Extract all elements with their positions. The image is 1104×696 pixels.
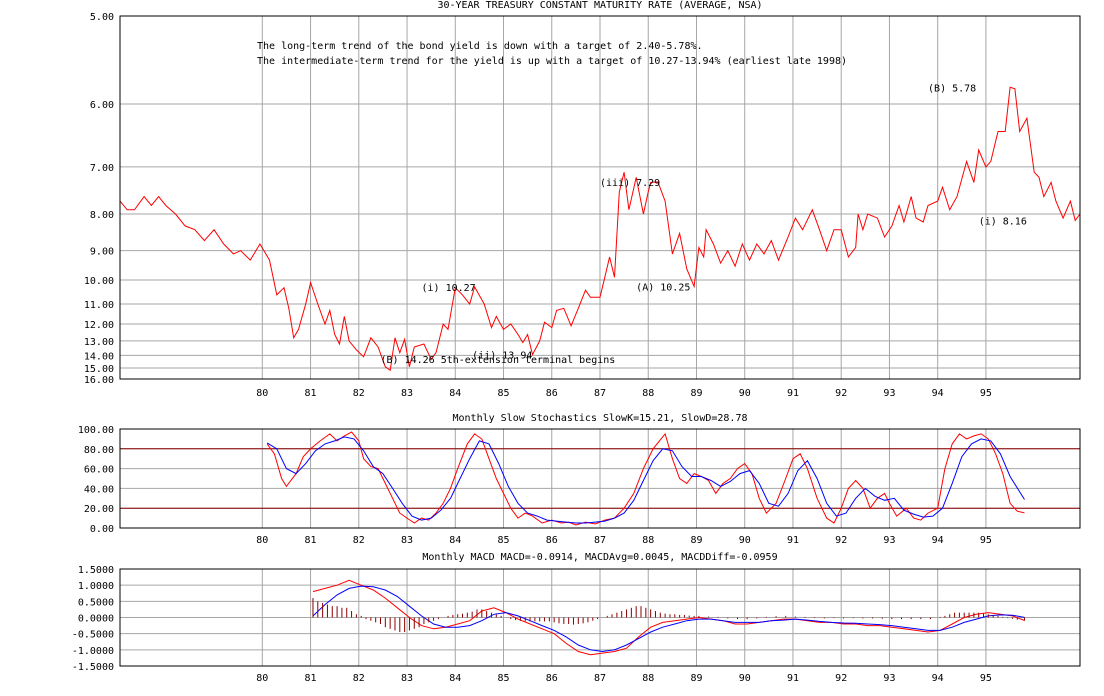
y-tick-label: 20.00 [84, 504, 114, 515]
x-tick-label: 85 [497, 673, 509, 684]
x-tick-label: 87 [594, 673, 606, 684]
y-tick-label: 13.00 [84, 337, 114, 348]
chart-panel-2: 80 81 82 83 84 85 86 87 88 89 90 91 92 93 94 95 100.00 80… [78, 413, 1081, 546]
annotation-label: (ii) 13.94 [472, 351, 532, 362]
x-tick-label: 81 [305, 388, 317, 399]
y-tick-label: 80.00 [84, 445, 114, 456]
y-tick-label: 60.00 [84, 465, 114, 476]
y-tick-label: 10.00 [84, 276, 114, 287]
y-tick-label: -1.5000 [72, 662, 114, 673]
plot-frame [119, 15, 1081, 380]
x-tick-label: 85 [497, 388, 509, 399]
x-tick-label: 82 [353, 388, 365, 399]
y-tick-label: 6.00 [90, 100, 114, 111]
y-tick-label: 16.00 [84, 375, 114, 386]
x-tick-label: 89 [690, 388, 702, 399]
y-tick-label: 40.00 [84, 484, 114, 495]
y-tick-label: 5.00 [90, 12, 114, 23]
x-tick-label: 91 [787, 535, 799, 546]
y-tick-label: 12.00 [84, 320, 114, 331]
y-tick-label: 1.0000 [78, 581, 114, 592]
x-tick-label: 90 [739, 535, 751, 546]
x-tick-label: 88 [642, 673, 654, 684]
chart-title: 30-YEAR TREASURY CONSTANT MATURITY RATE … [437, 0, 762, 11]
x-tick-label: 90 [739, 388, 751, 399]
y-tick-label: 0.00 [90, 524, 114, 535]
x-tick-label: 86 [546, 388, 558, 399]
x-tick-label: 94 [932, 388, 944, 399]
chart-title: Monthly MACD MACD=-0.0914, MACDAvg=0.004… [422, 552, 777, 563]
x-tick-label: 92 [835, 535, 847, 546]
x-tick-label: 87 [594, 388, 606, 399]
x-tick-label: 92 [835, 388, 847, 399]
x-tick-label: 95 [980, 673, 992, 684]
series-macd-line [312, 579, 1025, 656]
x-tick-label: 93 [883, 535, 895, 546]
chart-panel-1: 80 81 82 83 84 85 86 87 88 89 90 91 92 93 94 95 5.00 6.00… [84, 0, 1081, 399]
y-tick-label: 8.00 [90, 210, 114, 221]
x-tick-label: 95 [980, 535, 992, 546]
x-tick-label: 81 [305, 673, 317, 684]
x-tick-label: 90 [739, 673, 751, 684]
x-tick-label: 83 [401, 388, 413, 399]
x-tick-label: 83 [401, 535, 413, 546]
annotation-label: (A) 10.25 [636, 282, 690, 293]
x-tick-label: 87 [594, 535, 606, 546]
x-tick-label: 89 [690, 535, 702, 546]
annotation-label: (i) 8.16 [979, 216, 1027, 227]
annotation-label: (B) 14.26 5th-extension terminal begins [381, 355, 616, 366]
chart-panel-3: 80 81 82 83 84 85 86 87 88 89 90 91 92 93 94 95 1.5000 1.… [72, 552, 1081, 684]
y-tick-label: 0.5000 [78, 597, 114, 608]
series-line-1 [266, 431, 1025, 526]
x-tick-label: 91 [787, 388, 799, 399]
series-line-2 [266, 436, 1025, 524]
y-tick-label: 11.00 [84, 300, 114, 311]
annotation-label: (i) 10.27 [422, 283, 476, 294]
x-tick-label: 93 [883, 388, 895, 399]
chart-note: The long-term trend of the bond yield is… [257, 41, 703, 52]
series-macdavg-line [312, 585, 1025, 653]
x-tick-label: 85 [497, 535, 509, 546]
y-tick-label: 7.00 [90, 163, 114, 174]
x-tick-label: 84 [449, 673, 461, 684]
x-tick-label: 80 [256, 535, 268, 546]
y-tick-label: 100.00 [78, 425, 114, 436]
y-tick-label: -1.0000 [72, 646, 114, 657]
plot-frame [119, 568, 1081, 667]
x-tick-label: 84 [449, 535, 461, 546]
x-tick-label: 94 [932, 673, 944, 684]
annotation-label: (iii) 7.29 [600, 178, 660, 189]
x-tick-label: 86 [546, 535, 558, 546]
y-tick-label: 9.00 [90, 247, 114, 258]
chart-note: The intermediate-term trend for the yiel… [257, 56, 847, 67]
x-tick-label: 91 [787, 673, 799, 684]
series-line-1 [119, 86, 1081, 372]
x-tick-label: 94 [932, 535, 944, 546]
x-tick-label: 93 [883, 673, 895, 684]
x-tick-label: 83 [401, 673, 413, 684]
annotation-label: (B) 5.78 [928, 83, 976, 94]
x-tick-label: 88 [642, 388, 654, 399]
x-tick-label: 84 [449, 388, 461, 399]
y-tick-label: 14.00 [84, 351, 114, 362]
plot-frame [119, 428, 1081, 529]
x-tick-label: 89 [690, 673, 702, 684]
y-tick-label: 15.00 [84, 364, 114, 375]
x-tick-label: 80 [256, 673, 268, 684]
x-tick-label: 88 [642, 535, 654, 546]
x-tick-label: 81 [305, 535, 317, 546]
x-tick-label: 80 [256, 388, 268, 399]
x-tick-label: 82 [353, 673, 365, 684]
chart-title: Monthly Slow Stochastics SlowK=15.21, Sl… [452, 413, 747, 424]
x-tick-label: 95 [980, 388, 992, 399]
x-tick-label: 82 [353, 535, 365, 546]
y-tick-label: 0.0000 [78, 614, 114, 625]
y-tick-label: 1.5000 [78, 565, 114, 576]
y-tick-label: -0.5000 [72, 630, 114, 641]
x-tick-label: 86 [546, 673, 558, 684]
x-tick-label: 92 [835, 673, 847, 684]
